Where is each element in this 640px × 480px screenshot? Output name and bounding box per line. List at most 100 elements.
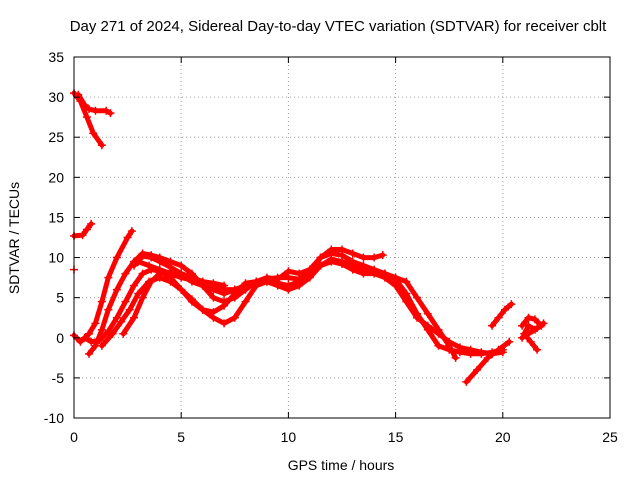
data-point [488,321,497,330]
data-point [295,281,304,290]
y-tick-label: 15 [48,209,64,225]
data-point [95,336,104,345]
data-point [423,321,432,330]
data-point [134,257,143,266]
data-point [209,279,218,288]
data-point [359,269,368,278]
data-point [155,265,164,274]
data-point [89,129,98,138]
data-point [117,317,126,326]
data-point [97,325,106,334]
data-point [198,305,207,314]
data-point [138,251,147,260]
data-point [494,345,503,354]
data-point [130,313,139,322]
data-point [370,253,379,262]
y-axis-ticks: -10 -5 0 5 10 15 20 25 30 35 [44,49,610,426]
y-axis-label: SDTVAR / TECUs [6,182,22,294]
trace-3 [71,221,94,239]
data-point [338,259,346,268]
data-series [70,89,548,386]
data-point [473,365,482,374]
data-point [209,293,218,302]
data-point [402,297,411,306]
data-point [147,253,156,262]
data-point [284,267,293,276]
y-tick-label: 10 [48,250,64,266]
x-tick-label: 20 [495,429,511,445]
data-point [402,277,411,286]
data-point [359,253,368,262]
data-point [500,305,509,314]
data-point [123,233,132,242]
data-point [305,265,314,274]
data-point [112,313,121,322]
data-point [230,285,239,294]
data-point [348,265,357,274]
data-point [391,273,400,282]
data-point [198,277,207,286]
y-tick-label: -5 [52,370,65,386]
data-point [284,285,293,294]
plot-frame [73,56,611,419]
data-point [533,324,542,333]
data-point [121,297,130,306]
data-point [87,337,96,346]
data-point [477,348,486,357]
y-tick-label: 25 [48,129,64,145]
x-axis-label: GPS time / hours [288,457,395,473]
data-point [273,275,282,284]
data-point [209,313,218,322]
data-point [104,305,113,314]
data-point [166,277,175,286]
data-point [102,106,111,115]
data-point [220,319,229,328]
data-point [177,261,186,270]
data-point [177,285,186,294]
data-point [82,225,91,234]
data-point [220,281,229,290]
data-point [524,313,533,322]
grid-lines [74,57,610,418]
y-tick-label: -10 [44,410,64,426]
data-point [80,333,89,342]
y-tick-label: 35 [48,49,64,65]
data-point [241,297,250,306]
data-point [112,253,121,262]
data-point [97,297,106,306]
data-point [526,337,535,346]
data-point [348,249,357,258]
data-point [378,251,387,260]
data-point [112,285,121,294]
x-tick-label: 0 [70,429,78,445]
data-point [539,319,548,328]
data-point [85,329,94,338]
data-point [316,261,325,270]
trace-7 [82,256,506,357]
data-point [134,289,143,298]
data-point [413,293,422,302]
data-point [252,277,261,286]
data-point [338,251,346,260]
data-point [305,273,314,282]
data-point [524,321,533,330]
x-tick-label: 25 [602,429,618,445]
data-point [130,261,139,270]
data-point [104,273,113,282]
x-tick-label: 5 [177,429,185,445]
x-tick-label: 15 [388,429,404,445]
data-point [85,105,94,114]
data-point [138,293,147,302]
data-point [466,345,475,354]
data-point [80,101,89,110]
trace-15 [519,320,546,341]
data-point [507,300,516,309]
data-point [166,269,175,278]
data-point [130,281,139,290]
x-axis-ticks: 0 5 10 15 20 25 [70,57,618,445]
y-tick-label: 20 [48,169,64,185]
y-tick-label: 30 [48,89,64,105]
data-point [423,309,432,318]
data-point [327,257,336,266]
